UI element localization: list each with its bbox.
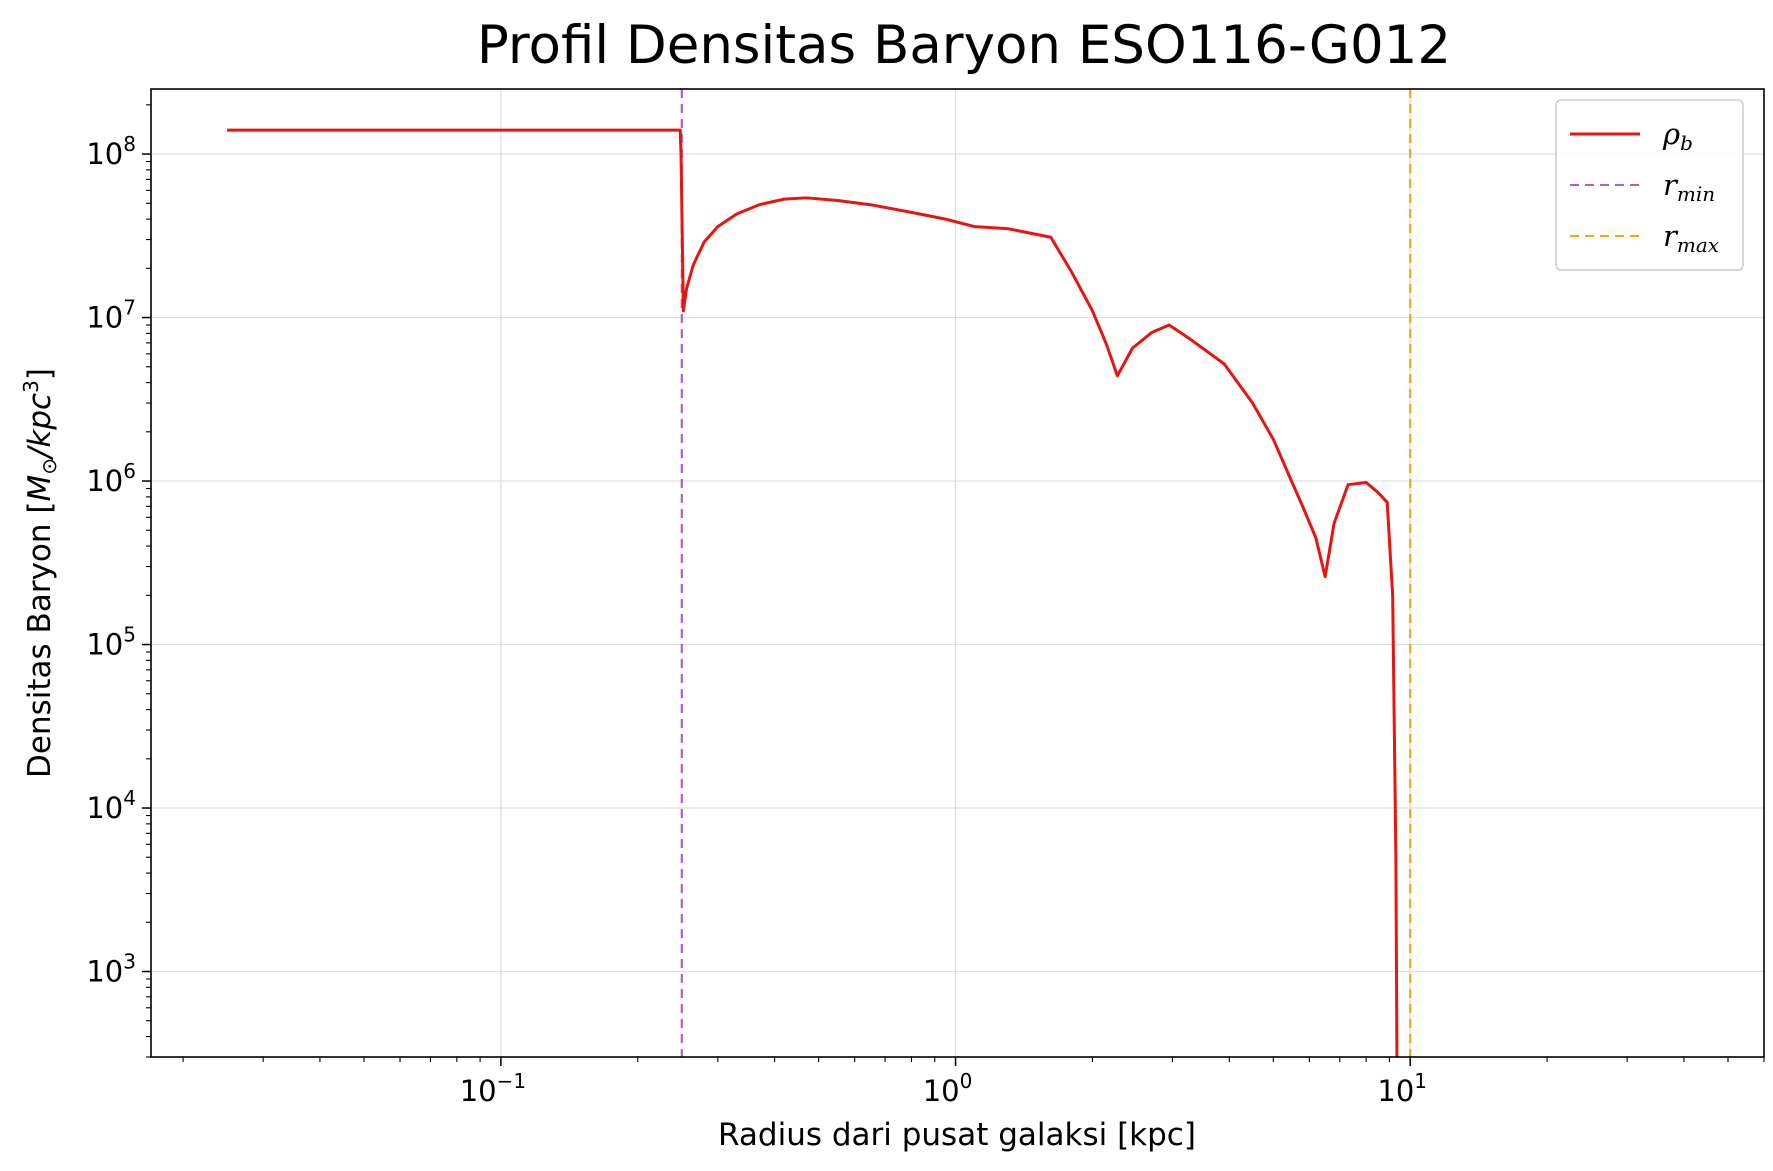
y-tick-label-base: 10 xyxy=(86,464,123,498)
grid-lines xyxy=(151,89,1764,1057)
plot-frame xyxy=(150,88,1765,1058)
y-tick-label-base: 10 xyxy=(86,955,123,989)
y-tick-label: 108 xyxy=(86,132,136,171)
y-tick-label-base: 10 xyxy=(86,137,123,171)
y-tick-label-exp: 4 xyxy=(123,786,136,810)
y-tick-label: 103 xyxy=(86,950,136,989)
y-tick-label-base: 10 xyxy=(86,301,123,335)
legend-label-r-max: rmax xyxy=(1663,219,1719,257)
y-tick-label: 104 xyxy=(86,786,136,825)
legend-label-r-min-main: r xyxy=(1663,168,1679,202)
reference-lines xyxy=(680,89,1412,1057)
legend-label-r-min: rmin xyxy=(1663,168,1715,206)
x-axis-label: Radius dari pusat galaksi [kpc] xyxy=(718,1117,1196,1153)
x-tick-label-exp: −1 xyxy=(497,1069,526,1093)
x-tick-label: 10−1 xyxy=(460,1069,526,1108)
x-tick-label-exp: 0 xyxy=(960,1069,973,1093)
y-tick-label-exp: 6 xyxy=(123,459,136,483)
legend-label-r-max-sub: max xyxy=(1677,233,1719,257)
y-tick-label: 106 xyxy=(86,459,136,498)
x-tick-label: 100 xyxy=(923,1069,973,1108)
y-tick-label-exp: 7 xyxy=(123,296,136,320)
series-lines xyxy=(227,128,1399,1058)
y-tick-label-base: 10 xyxy=(86,791,123,825)
y-axis-label-mass: M xyxy=(22,475,58,502)
legend-label-rho-b-sub: b xyxy=(1680,131,1693,155)
legend-label-r-max-main: r xyxy=(1663,219,1679,253)
y-axis-label-unit: /kpc xyxy=(22,393,58,461)
y-axis-label: Densitas Baryon [M⊙/kpc3] xyxy=(19,368,61,778)
x-tick-label-exp: 1 xyxy=(1414,1069,1427,1093)
legend: ρb rmin rmax xyxy=(1555,99,1744,271)
y-tick-label-exp: 3 xyxy=(123,950,136,974)
legend-label-r-min-sub: min xyxy=(1677,182,1715,206)
legend-label-rho-b: ρb xyxy=(1662,117,1693,155)
legend-label-rho-b-main: ρ xyxy=(1662,117,1680,151)
y-tick-label: 107 xyxy=(86,296,136,335)
y-axis-label-prefix: Densitas Baryon [ xyxy=(22,502,58,778)
y-tick-label-base: 10 xyxy=(86,628,123,662)
y-axis-label-suffix: ] xyxy=(22,368,58,380)
y-tick-label-exp: 5 xyxy=(123,623,136,647)
y-axis-label-exp: 3 xyxy=(19,380,43,393)
x-tick-label-base: 10 xyxy=(923,1074,960,1108)
x-tick-label-base: 10 xyxy=(1377,1074,1414,1108)
x-tick-label: 101 xyxy=(1377,1069,1427,1108)
chart-title: Profil Densitas Baryon ESO116-G012 xyxy=(477,15,1451,76)
legend-box xyxy=(1555,99,1744,271)
y-axis-label-sun: ⊙ xyxy=(37,458,61,475)
x-tick-label-base: 10 xyxy=(460,1074,497,1108)
y-tick-label: 105 xyxy=(86,623,136,662)
y-tick-label-exp: 8 xyxy=(123,132,136,156)
series-line-rho-b xyxy=(227,128,1399,1058)
x-axis-ticks: 10−1 100 101 xyxy=(182,1057,1765,1108)
